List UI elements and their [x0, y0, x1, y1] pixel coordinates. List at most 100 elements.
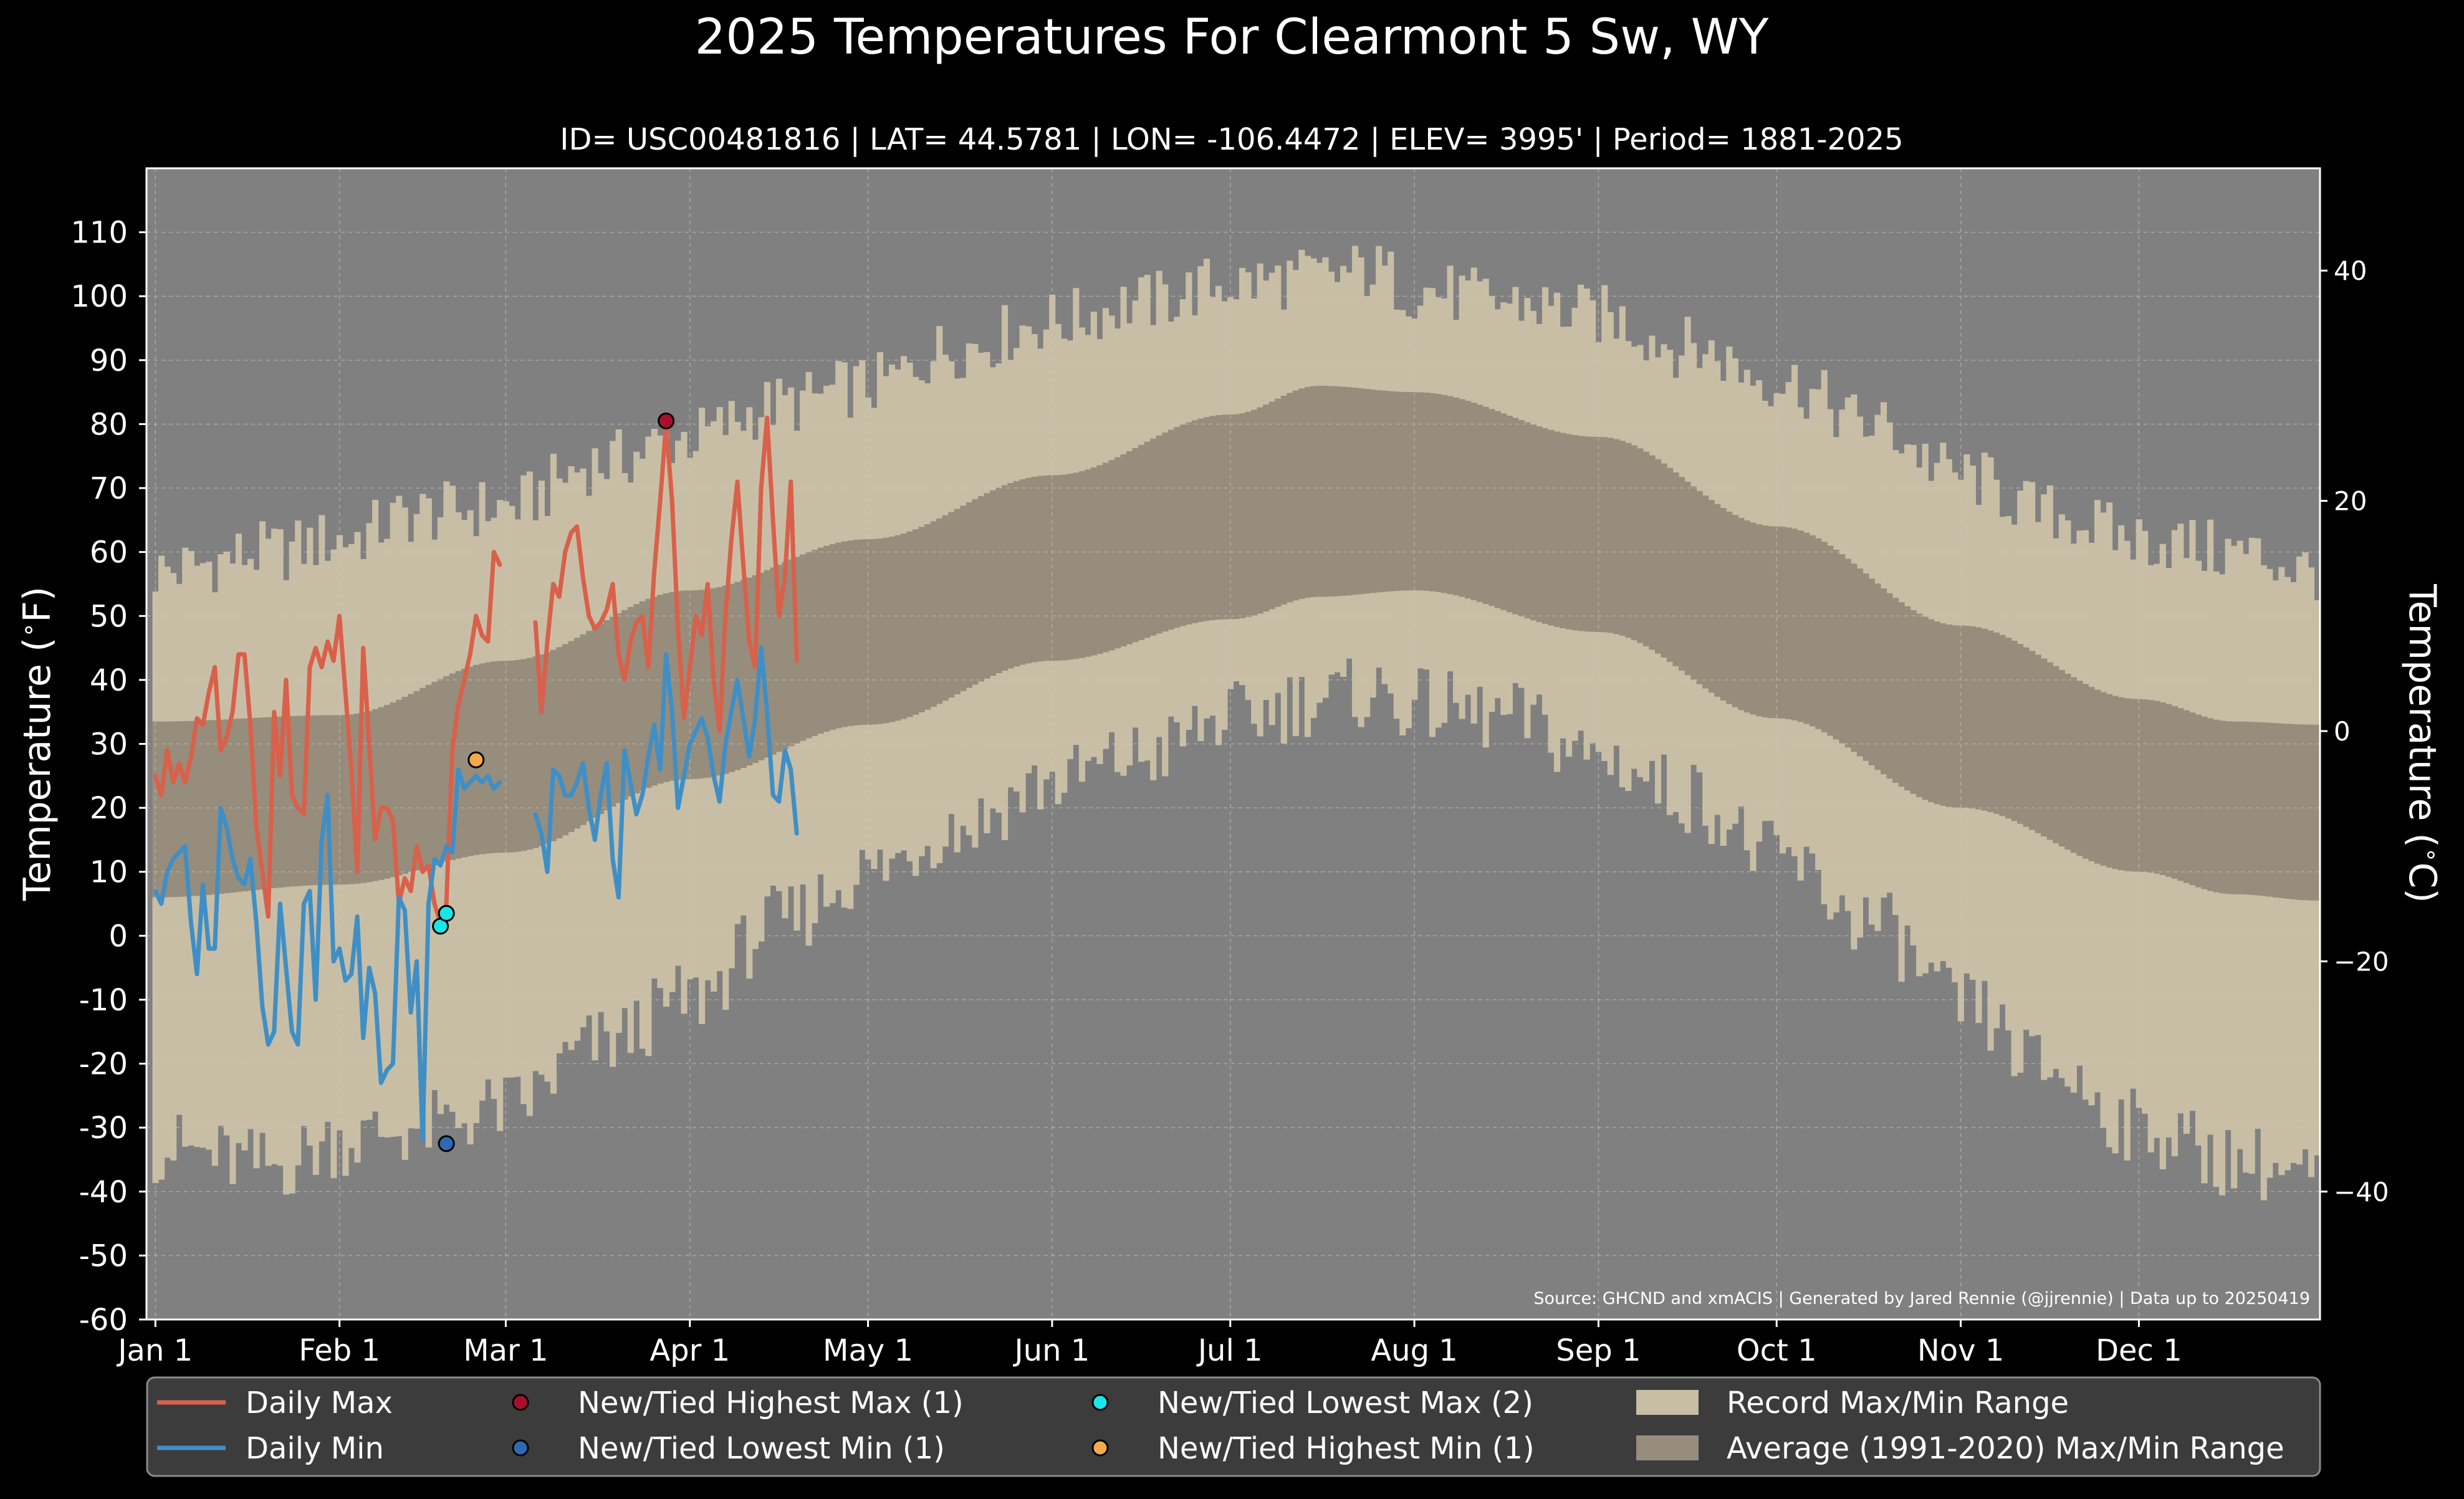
normal-range-bar [2070, 677, 2077, 853]
normal-range-bar [1904, 606, 1911, 791]
normal-range-bar [1292, 390, 1299, 601]
normal-range-bar [2266, 722, 2273, 897]
normal-range-bar [2106, 694, 2113, 868]
normal-range-bar [1310, 386, 1317, 597]
normal-range-bar [378, 707, 385, 880]
normal-range-bar [241, 718, 248, 892]
normal-range-bar [817, 547, 824, 734]
normal-range-bar [1369, 390, 1376, 593]
normal-range-bar [1376, 390, 1383, 593]
normal-range-bar [2130, 699, 2137, 872]
normal-range-bar [1536, 426, 1543, 623]
normal-range-bar [740, 580, 747, 768]
normal-range-bar [1453, 397, 1460, 596]
normal-range-bar [283, 716, 290, 888]
record-marker [438, 1135, 455, 1152]
normal-range-bar [1494, 411, 1501, 608]
normal-range-bar [390, 702, 396, 878]
normal-range-bar [1512, 418, 1519, 615]
normal-range-bar [1637, 448, 1644, 643]
normal-range-bar [775, 565, 783, 752]
daily-min-line [153, 767, 502, 1143]
normal-range-bar [2035, 654, 2041, 833]
normal-range-bar [1922, 616, 1929, 800]
y-tick-label: -40 [79, 1175, 128, 1210]
normal-range-bar [2017, 644, 2024, 824]
normal-range-bar [1126, 451, 1133, 644]
normal-range-bar [1322, 385, 1329, 597]
normal-range-bar [550, 649, 557, 841]
legend-marker-swatch [512, 1394, 529, 1411]
normal-range-bar [841, 541, 848, 727]
normal-range-bar [1257, 407, 1263, 614]
normal-range-bar [651, 596, 658, 786]
y-tick-label: -20 [79, 1047, 128, 1082]
normal-range-bar [1275, 398, 1282, 607]
normal-range-bar [1613, 439, 1620, 635]
normal-range-bar [2290, 724, 2297, 899]
normal-range-bar [2278, 723, 2285, 898]
normal-range-bar [1174, 427, 1181, 628]
normal-range-bar [1019, 479, 1026, 665]
normal-range-bar [1631, 445, 1637, 641]
normal-range-bar [2213, 719, 2220, 893]
normal-range-bar [1061, 474, 1068, 661]
normal-range-bar [1245, 411, 1252, 617]
normal-range-bar [2284, 724, 2291, 899]
normal-range-bar [669, 591, 676, 781]
normal-range-bar [188, 721, 194, 896]
normal-range-bar [384, 704, 391, 879]
normal-range-bar [2053, 666, 2059, 843]
normal-range-bar [995, 487, 1002, 673]
normal-range-bar [532, 656, 539, 848]
record-markers [432, 412, 675, 1152]
normal-range-bar [2272, 723, 2279, 898]
normal-range-bar [977, 496, 984, 682]
normal-range-bar [972, 499, 979, 685]
normal-range-bar [502, 661, 509, 853]
normal-range-bar [401, 697, 408, 874]
normal-range-bar [883, 537, 889, 724]
normal-range-bar [681, 590, 688, 780]
normal-range-bar [1578, 436, 1584, 631]
normal-range-bar [800, 554, 807, 741]
normal-range-bar [1839, 554, 1846, 744]
legend-label: Record Max/Min Range [1727, 1386, 2069, 1420]
normal-range-bar [1197, 418, 1204, 622]
normal-range-bar [1144, 441, 1151, 638]
legend-item: New/Tied Highest Max (1) [512, 1386, 964, 1420]
normal-range-bar [1815, 538, 1822, 729]
normal-range-bar [360, 712, 367, 883]
normal-range-bar [1381, 390, 1388, 592]
normal-range-bar [2029, 651, 2036, 830]
normal-range-bar [1405, 392, 1412, 591]
normal-range-bar [1423, 392, 1430, 591]
daily-min-line [533, 646, 799, 900]
normal-range-bar [787, 559, 795, 747]
normal-range-bar [1803, 532, 1810, 724]
normal-range-bar [924, 524, 931, 710]
normal-range-bar [265, 717, 272, 889]
normal-range-bar [1304, 386, 1311, 598]
normal-range-bar [2248, 722, 2255, 895]
normal-range-bar [1488, 409, 1495, 606]
normal-range-bar [1429, 393, 1436, 591]
normal-range-bar [586, 631, 593, 821]
y-axis-label-right: Temperature (∘C) [2400, 583, 2445, 903]
normal-range-bar [1470, 403, 1477, 600]
legend-marker-swatch [512, 1439, 529, 1457]
normal-range-bar [1833, 550, 1839, 740]
normal-range-bar [2058, 669, 2065, 847]
x-tick-label: Jun 1 [1013, 1333, 1090, 1368]
normal-range-bar [259, 717, 266, 889]
normal-range-bar [1518, 420, 1525, 616]
normal-range-bar [888, 536, 896, 722]
normal-range-bar [1114, 457, 1121, 649]
normal-range-bar [556, 647, 563, 839]
chart-title: 2025 Temperatures For Clearmont 5 Sw, WY [695, 9, 1769, 65]
normal-range-bar [734, 582, 741, 770]
normal-range-bar [1007, 482, 1014, 669]
normal-range-bar [307, 715, 314, 886]
normal-range-bar [1251, 409, 1258, 616]
normal-range-bar [1138, 444, 1145, 640]
